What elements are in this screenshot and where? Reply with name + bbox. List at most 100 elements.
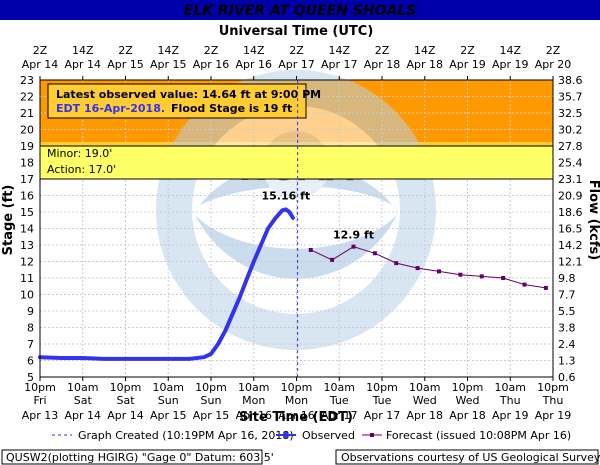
utc-tick-date: Apr 14 bbox=[64, 58, 101, 71]
utc-tick-date: Apr 17 bbox=[321, 58, 358, 71]
x-tick-time: 10am bbox=[409, 381, 440, 394]
info-line-2: EDT 16-Apr-2018. Flood Stage is 19 ft bbox=[56, 102, 292, 115]
y-tick-label: 8 bbox=[27, 322, 34, 335]
forecast-point bbox=[543, 285, 548, 290]
x-tick-time: 10pm bbox=[24, 381, 56, 394]
info-line-1: Latest observed value: 14.64 ft at 9:00 … bbox=[56, 88, 321, 101]
legend-forecast-label: Forecast (issued 10:08PM Apr 16) bbox=[386, 429, 571, 442]
info-box bbox=[47, 83, 307, 119]
y-tick-label: 10 bbox=[20, 289, 34, 302]
forecast-point bbox=[522, 282, 527, 287]
y-tick-label: 21 bbox=[20, 107, 34, 120]
x-tick-day: Fri bbox=[33, 394, 46, 407]
x-tick-time: 10pm bbox=[195, 381, 227, 394]
y-tick-label: 6 bbox=[27, 355, 34, 368]
utc-tick-date: Apr 17 bbox=[278, 58, 315, 71]
legend-created-label: Graph Created (10:19PM Apr 16, 2018) bbox=[78, 429, 294, 442]
y-tick-label: 11 bbox=[20, 272, 34, 285]
y-tick-label: 19 bbox=[20, 140, 34, 153]
utc-tick-date: Apr 19 bbox=[492, 58, 529, 71]
footer-left-box bbox=[1, 449, 263, 465]
x-tick-day: Sun bbox=[158, 394, 179, 407]
legend-observed-marker bbox=[283, 432, 289, 438]
utc-tick-date: Apr 14 bbox=[22, 58, 59, 71]
x-tick-date: Apr 18 bbox=[449, 409, 486, 422]
y-tick-label: 22 bbox=[20, 91, 34, 104]
observed-series-line bbox=[38, 207, 295, 361]
y-tick-label: 17 bbox=[20, 173, 34, 186]
utc-tick-time: 14Z bbox=[328, 44, 350, 57]
utc-tick-date: Apr 18 bbox=[364, 58, 401, 71]
x-tick-date: Apr 14 bbox=[64, 409, 101, 422]
y-tick-label: 5 bbox=[27, 371, 34, 384]
utc-tick-time: 14Z bbox=[499, 44, 521, 57]
x-tick-date: Apr 16 bbox=[235, 409, 272, 422]
flow-tick-label: 1.3 bbox=[558, 355, 576, 368]
forecast-point bbox=[415, 266, 420, 271]
left-axis-title: Stage (ft) bbox=[1, 185, 16, 256]
forecast-point bbox=[458, 272, 463, 277]
series-layer bbox=[38, 207, 548, 361]
y-tick-label: 13 bbox=[20, 239, 34, 252]
x-tick-time: 10pm bbox=[537, 381, 569, 394]
x-tick-time: 10pm bbox=[366, 381, 398, 394]
x-tick-day: Sat bbox=[116, 394, 135, 407]
top-axis-title: Universal Time (UTC) bbox=[219, 24, 374, 39]
x-tick-time: 10pm bbox=[281, 381, 313, 394]
utc-tick-date: Apr 16 bbox=[193, 58, 230, 71]
flow-tick-label: 38.6 bbox=[558, 74, 583, 87]
forecast-point bbox=[479, 274, 484, 279]
forecast-point bbox=[394, 261, 399, 266]
flow-tick-label: 9.8 bbox=[558, 272, 576, 285]
x-tick-day: Mon bbox=[242, 394, 265, 407]
x-tick-date: Apr 18 bbox=[406, 409, 443, 422]
utc-tick-date: Apr 18 bbox=[406, 58, 443, 71]
flow-tick-label: 7.7 bbox=[558, 289, 576, 302]
x-tick-time: 10am bbox=[67, 381, 98, 394]
forecast-point bbox=[501, 276, 506, 280]
utc-tick-time: 2Z bbox=[546, 44, 561, 57]
flow-tick-label: 35.7 bbox=[558, 91, 583, 104]
y-tick-label: 20 bbox=[20, 124, 34, 137]
x-tick-day: Tue bbox=[329, 394, 349, 407]
flow-tick-label: 18.6 bbox=[558, 206, 583, 219]
x-tick-day: Sat bbox=[74, 394, 93, 407]
utc-tick-time: 14Z bbox=[414, 44, 436, 57]
forecast-point bbox=[351, 244, 356, 249]
forecast-point bbox=[437, 269, 441, 274]
title-bar bbox=[0, 0, 600, 20]
utc-tick-time: 2Z bbox=[289, 44, 304, 57]
x-tick-date: Apr 14 bbox=[107, 409, 144, 422]
x-tick-date: Apr 15 bbox=[150, 409, 187, 422]
flow-tick-label: 32.5 bbox=[558, 107, 583, 120]
utc-tick-time: 14Z bbox=[243, 44, 265, 57]
y-tick-label: 7 bbox=[27, 338, 34, 351]
legend: Graph Created (10:19PM Apr 16, 2018) Obs… bbox=[52, 429, 571, 442]
utc-tick-time: 2Z bbox=[460, 44, 475, 57]
x-tick-date: Apr 16 bbox=[278, 409, 315, 422]
flow-tick-label: 12.1 bbox=[558, 256, 583, 269]
flow-tick-label: 5.5 bbox=[558, 305, 576, 318]
y-tick-label: 16 bbox=[20, 190, 34, 203]
action-band-top bbox=[40, 146, 553, 179]
x-tick-date: Apr 15 bbox=[193, 409, 230, 422]
flow-tick-label: 3.8 bbox=[558, 322, 576, 335]
legend-observed-label: Observed bbox=[302, 429, 355, 442]
x-tick-time: 10pm bbox=[452, 381, 484, 394]
flow-tick-label: 0.6 bbox=[558, 371, 576, 384]
footer-right-text: Observations courtesy of US Geological S… bbox=[341, 451, 600, 464]
right-axis-title: Flow (kcfs) bbox=[586, 180, 600, 260]
forecast-series-line bbox=[310, 246, 546, 289]
x-tick-day: Mon bbox=[285, 394, 308, 407]
x-tick-date: Apr 17 bbox=[321, 409, 358, 422]
y-tick-label: 15 bbox=[20, 206, 34, 219]
y-tick-label: 14 bbox=[20, 223, 34, 236]
forecast-point bbox=[308, 247, 313, 252]
flow-tick-label: 20.9 bbox=[558, 190, 583, 203]
minor-stage-label: Minor: 19.0' bbox=[47, 147, 112, 160]
utc-tick-date: Apr 19 bbox=[449, 58, 486, 71]
footer-right-box bbox=[335, 449, 599, 465]
utc-tick-date: Apr 20 bbox=[535, 58, 572, 71]
